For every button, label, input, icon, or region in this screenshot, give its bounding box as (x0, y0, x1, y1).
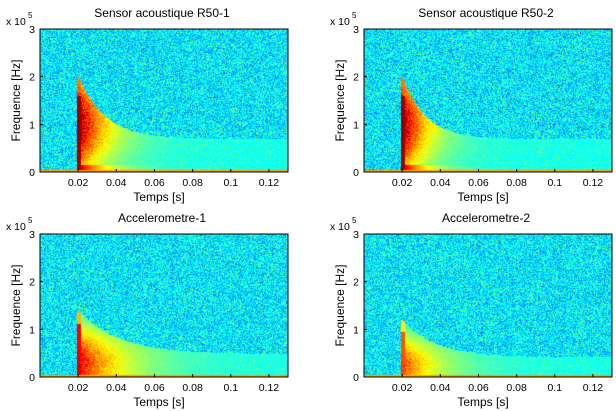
y-axis-label: Frequence [Hz] (333, 264, 347, 346)
plot-frame (363, 28, 613, 173)
y-axis-multiplier-exponent: 5 (28, 216, 33, 225)
x-tick-label: 0.1 (547, 382, 562, 394)
spectrogram-panel-4: Accelerometre-2 x 105 0.02 0.04 0.06 0.08 0.1 0… (330, 211, 613, 409)
panel-title: Sensor acoustique R50-1 (94, 6, 230, 20)
x-tick-label: 0.1 (547, 177, 562, 189)
y-tick-label: 1 (29, 324, 35, 336)
y-axis-multiplier: x 10 (330, 16, 350, 28)
y-axis-label: Frequence [Hz] (9, 264, 23, 346)
spectrogram-heatmap (364, 29, 612, 172)
y-tick-label: 3 (353, 24, 359, 36)
y-tick-label: 0 (29, 372, 35, 384)
y-tick-label: 2 (353, 72, 359, 84)
y-axis-multiplier-exponent: 5 (28, 11, 33, 20)
x-axis-label: Temps [s] (457, 190, 508, 204)
x-tick-label: 0.12 (259, 177, 280, 189)
y-tick-label: 2 (29, 277, 35, 289)
panel-title: Accelerometre-1 (118, 211, 206, 225)
x-tick-label: 0.04 (106, 382, 127, 394)
x-tick-label: 0.12 (583, 177, 604, 189)
x-tick-label: 0.08 (182, 177, 203, 189)
y-axis-label: Frequence [Hz] (9, 59, 23, 141)
y-axis-multiplier-exponent: 5 (352, 216, 357, 225)
x-tick-label: 0.02 (68, 177, 89, 189)
spectrogram-panel-1: Sensor acoustique R50-1 x 105 0.02 0.04 0.06… (6, 6, 289, 204)
y-tick-label: 3 (29, 24, 35, 36)
x-tick-label: 0.02 (392, 382, 413, 394)
y-tick-label: 1 (29, 119, 35, 131)
y-tick-label: 3 (29, 229, 35, 241)
x-axis-label: Temps [s] (457, 395, 508, 409)
x-tick-label: 0.12 (583, 382, 604, 394)
y-axis-label: Frequence [Hz] (333, 59, 347, 141)
y-axis-multiplier-exponent: 5 (352, 11, 357, 20)
spectrogram-heatmap (364, 234, 612, 377)
y-tick-label: 1 (353, 119, 359, 131)
x-tick-label: 0.1 (223, 177, 238, 189)
x-tick-label: 0.08 (506, 382, 527, 394)
spectrogram-heatmap (40, 29, 288, 172)
x-tick-label: 0.04 (430, 177, 451, 189)
spectrogram-heatmap (40, 234, 288, 377)
y-tick-label: 1 (353, 324, 359, 336)
y-tick-label: 3 (353, 229, 359, 241)
x-tick-label: 0.02 (392, 177, 413, 189)
plot-frame (39, 28, 289, 173)
panel-title: Accelerometre-2 (442, 211, 530, 225)
y-axis-multiplier: x 10 (6, 16, 26, 28)
y-tick-label: 0 (353, 167, 359, 179)
x-tick-label: 0.04 (430, 382, 451, 394)
panel-title: Sensor acoustique R50-2 (418, 6, 554, 20)
y-tick-label: 0 (353, 372, 359, 384)
x-tick-label: 0.06 (468, 177, 489, 189)
y-tick-label: 2 (353, 277, 359, 289)
x-tick-label: 0.04 (106, 177, 127, 189)
plot-frame (363, 233, 613, 378)
x-tick-label: 0.06 (144, 177, 165, 189)
x-axis-label: Temps [s] (133, 395, 184, 409)
y-tick-label: 2 (29, 72, 35, 84)
spectrogram-panel-3: Accelerometre-1 x 105 0.02 0.04 0.06 0.08 0.1 0… (6, 211, 289, 409)
x-tick-label: 0.12 (259, 382, 280, 394)
x-tick-label: 0.06 (468, 382, 489, 394)
x-tick-label: 0.1 (223, 382, 238, 394)
x-tick-label: 0.08 (506, 177, 527, 189)
plot-frame (39, 233, 289, 378)
y-tick-label: 0 (29, 167, 35, 179)
spectrogram-panel-2: Sensor acoustique R50-2 x 105 0.02 0.04 0.06… (330, 6, 613, 204)
y-axis-multiplier: x 10 (6, 221, 26, 233)
y-axis-multiplier: x 10 (330, 221, 350, 233)
x-tick-label: 0.08 (182, 382, 203, 394)
x-tick-label: 0.02 (68, 382, 89, 394)
x-axis-label: Temps [s] (133, 190, 184, 204)
x-tick-label: 0.06 (144, 382, 165, 394)
